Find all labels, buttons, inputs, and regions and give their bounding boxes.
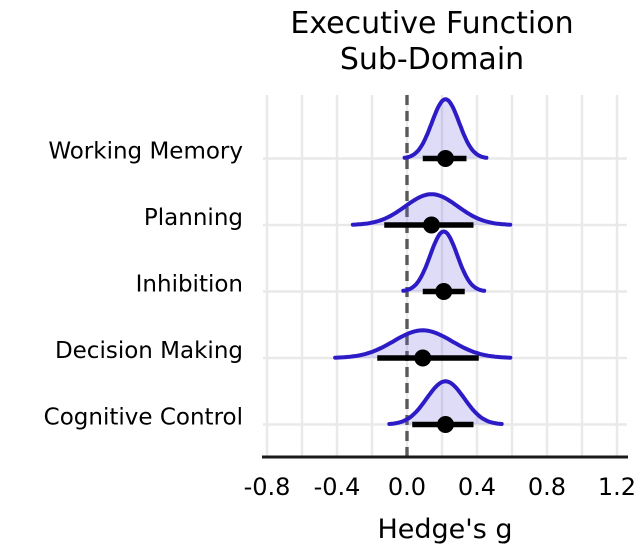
row-label: Cognitive Control xyxy=(44,405,243,431)
x-axis-label: Hedge's g xyxy=(377,514,512,545)
density-curve xyxy=(387,379,504,426)
labels-layer: Working Memory Planning Inhibition Decision… xyxy=(44,139,636,502)
row-label: Working Memory xyxy=(48,139,243,165)
chart-title-line2: Sub-Domain xyxy=(340,42,524,77)
chart-title-line1: Executive Function xyxy=(290,6,573,41)
point-estimate-dot xyxy=(423,216,440,234)
point-estimate-dot xyxy=(414,349,432,367)
x-tick-label: 0.8 xyxy=(528,473,566,501)
density-curve xyxy=(333,328,513,360)
x-tick-label: 0.0 xyxy=(388,473,426,501)
density-curve xyxy=(402,97,489,160)
point-estimate-dot xyxy=(437,416,454,433)
x-tick-label: 1.2 xyxy=(598,473,636,501)
density-curve-fill xyxy=(404,99,487,159)
point-estimate-dot xyxy=(435,283,453,300)
point-estimate-dot xyxy=(437,150,454,167)
density-curve xyxy=(350,192,513,227)
x-tick-label: -0.8 xyxy=(244,473,291,501)
density-curves-layer xyxy=(333,97,513,426)
density-curve xyxy=(401,229,487,293)
x-tick-label: 0.4 xyxy=(458,473,496,501)
row-label: Planning xyxy=(144,205,243,231)
row-label: Inhibition xyxy=(136,272,243,298)
density-curve-fill xyxy=(389,381,502,425)
x-tick-label: -0.4 xyxy=(314,473,361,501)
point-estimates-layer xyxy=(377,150,479,433)
row-label: Decision Making xyxy=(55,338,243,364)
